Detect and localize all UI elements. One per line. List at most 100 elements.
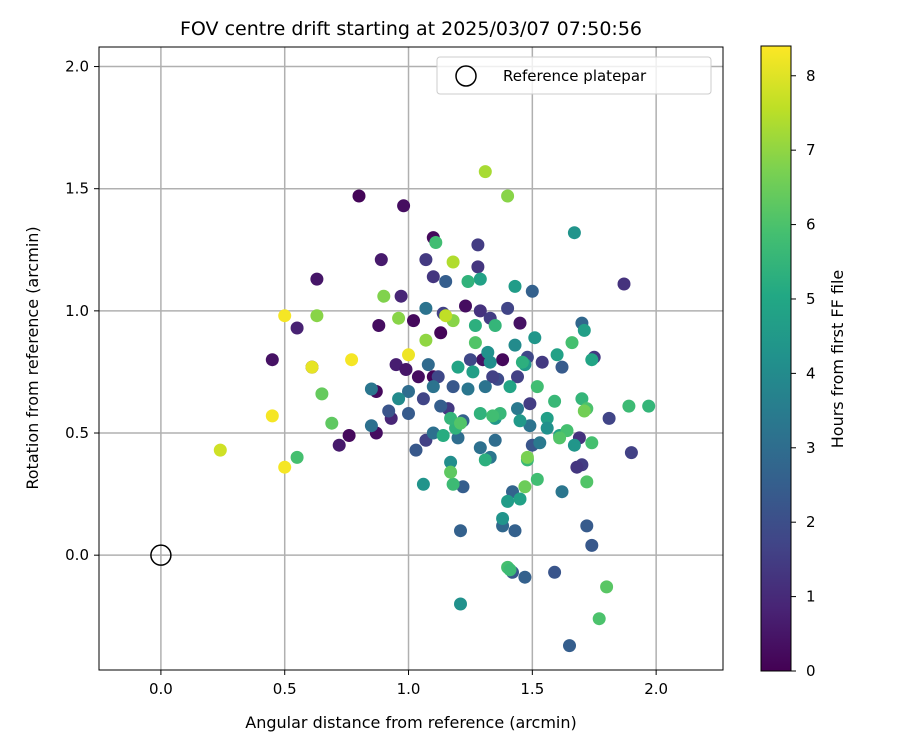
scatter-point xyxy=(642,399,656,413)
scatter-point xyxy=(530,380,544,394)
scatter-point xyxy=(523,397,537,411)
scatter-point xyxy=(511,402,524,416)
scatter-point xyxy=(478,380,492,394)
scatter-point xyxy=(592,612,606,626)
scatter-point xyxy=(508,524,522,538)
scatter-points xyxy=(213,165,656,653)
scatter-point xyxy=(392,311,406,325)
scatter-point xyxy=(624,446,638,460)
scatter-point xyxy=(342,429,356,442)
scatter-point xyxy=(473,272,487,286)
scatter-point xyxy=(426,270,440,284)
scatter-point xyxy=(540,421,554,435)
scatter-point xyxy=(478,453,492,467)
y-tick-label: 2.0 xyxy=(65,58,89,76)
scatter-point xyxy=(278,309,292,323)
scatter-point xyxy=(431,370,445,384)
scatter-point xyxy=(486,370,500,384)
scatter-point xyxy=(473,304,487,318)
scatter-point xyxy=(402,407,415,420)
scatter-point xyxy=(471,260,485,274)
scatter-point xyxy=(315,387,329,401)
x-axis-title: Angular distance from reference (arcmin) xyxy=(245,713,576,732)
scatter-point xyxy=(429,236,443,249)
y-tick-label: 1.0 xyxy=(65,302,89,320)
scatter-point xyxy=(503,563,517,577)
scatter-point xyxy=(372,319,386,332)
scatter-point xyxy=(407,314,420,328)
scatter-point xyxy=(515,355,529,369)
scatter-point xyxy=(580,475,594,489)
scatter-point xyxy=(577,323,591,337)
scatter-point xyxy=(600,580,614,594)
scatter-point xyxy=(382,404,396,418)
colorbar-tick-label: 3 xyxy=(806,439,816,457)
scatter-point xyxy=(577,404,591,418)
x-tick-label: 0.0 xyxy=(149,680,173,698)
scatter-point xyxy=(265,353,279,367)
x-tick-label: 0.5 xyxy=(273,680,297,698)
scatter-point xyxy=(439,309,453,323)
scatter-point xyxy=(402,348,415,362)
scatter-point xyxy=(496,353,510,367)
colorbar-gradient xyxy=(760,45,792,672)
scatter-point xyxy=(473,407,487,420)
scatter-point xyxy=(463,353,477,367)
scatter-point xyxy=(456,480,470,494)
scatter-point xyxy=(446,477,460,491)
scatter-point xyxy=(436,429,450,442)
plot-frame xyxy=(98,46,724,671)
scatter-point xyxy=(567,438,581,452)
scatter-point xyxy=(488,319,502,332)
scatter-point xyxy=(585,353,599,367)
scatter-point xyxy=(508,279,522,293)
scatter-point xyxy=(468,336,482,350)
chart-header: FOV centre drift starting at 2025/03/07 … xyxy=(180,18,642,40)
scatter-point xyxy=(444,455,458,469)
scatter-point xyxy=(352,189,366,203)
scatter-point xyxy=(310,272,324,286)
scatter-point xyxy=(310,309,324,323)
scatter-point xyxy=(416,392,430,406)
scatter-point xyxy=(454,416,467,430)
plot-area: 0.0 0.5 1.0 1.5 2.0 0.0 0.5 1.0 1.5 2.0 xyxy=(65,46,724,698)
scatter-point xyxy=(555,360,569,374)
scatter-point xyxy=(468,319,482,332)
scatter-point xyxy=(290,450,304,464)
scatter-point xyxy=(622,399,636,413)
scatter-point xyxy=(535,355,549,369)
scatter-point xyxy=(434,399,448,413)
colorbar-title: Hours from first FF file xyxy=(828,270,847,449)
scatter-point xyxy=(446,380,460,394)
scatter-point xyxy=(374,253,388,267)
scatter-point xyxy=(585,538,599,552)
x-tick-label: 1.0 xyxy=(397,680,421,698)
scatter-point xyxy=(513,492,527,506)
x-tick-label: 2.0 xyxy=(644,680,668,698)
legend: Reference platepar xyxy=(436,56,712,95)
y-tick-label: 1.5 xyxy=(65,180,89,198)
scatter-point xyxy=(305,360,319,374)
scatter-point xyxy=(466,365,480,379)
scatter-point xyxy=(503,380,517,394)
scatter-point xyxy=(520,450,534,464)
scatter-point xyxy=(501,189,515,203)
y-axis-title: Rotation from reference (arcmin) xyxy=(23,226,42,489)
scatter-point xyxy=(575,392,589,406)
y-tick-label: 0.0 xyxy=(65,546,89,564)
colorbar-tick-label: 0 xyxy=(806,662,816,680)
scatter-point xyxy=(213,443,227,457)
x-tick-label: 1.5 xyxy=(520,680,544,698)
scatter-point xyxy=(461,382,475,396)
scatter-point xyxy=(518,570,532,584)
scatter-point xyxy=(446,255,460,269)
scatter-point xyxy=(392,392,406,406)
scatter-point xyxy=(585,436,599,450)
scatter-point xyxy=(426,380,440,394)
scatter-point xyxy=(394,289,408,303)
scatter-point xyxy=(397,199,411,213)
scatter-point xyxy=(513,316,527,330)
legend-label: Reference platepar xyxy=(503,67,647,85)
scatter-point xyxy=(548,565,562,579)
